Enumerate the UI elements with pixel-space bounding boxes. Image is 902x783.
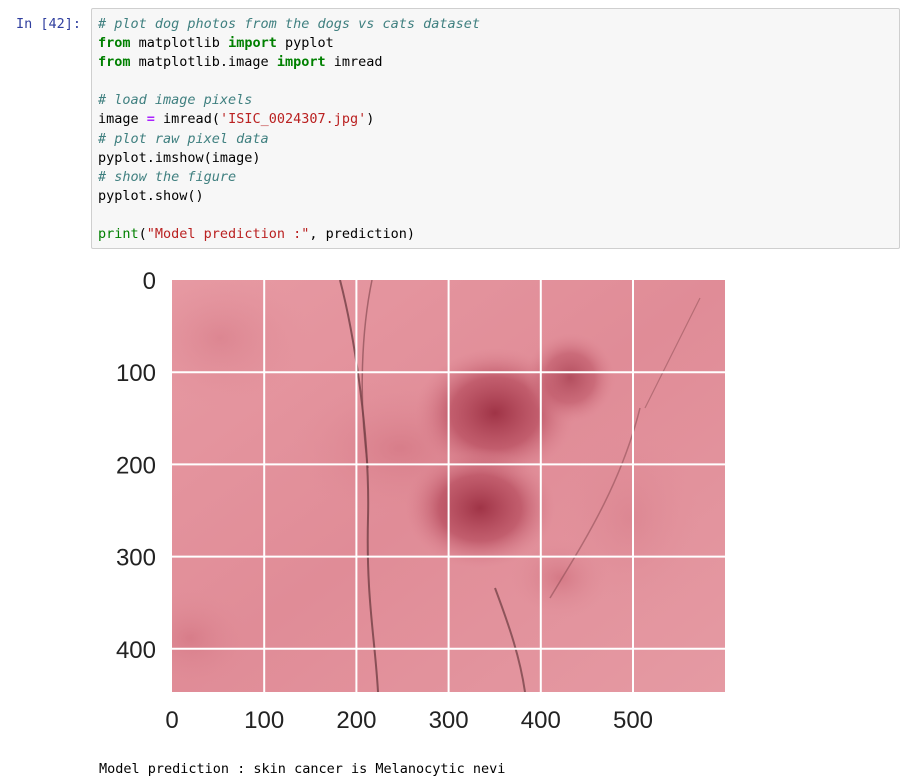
image-gridlines <box>172 280 725 692</box>
code-token: matplotlib.image <box>130 54 277 71</box>
code-line: from matplotlib import pyplot <box>98 34 480 53</box>
x-tick-label: 400 <box>521 707 561 734</box>
code-token: from <box>98 54 131 71</box>
matplotlib-figure: 0 100 200 300 400 500 0 100 200 300 400 <box>116 268 725 734</box>
code-token: pyplot <box>276 35 334 52</box>
cell-output-text: Model prediction : skin cancer is Melano… <box>99 761 506 777</box>
code-token: # plot raw pixel data <box>98 130 269 147</box>
code-token: import <box>276 54 326 71</box>
code-token: 'ISIC_0024307.jpg' <box>219 111 367 128</box>
code-token: import <box>228 35 277 52</box>
code-token: pyplot.show() <box>98 187 204 204</box>
y-axis-ticks: 0 100 200 300 400 <box>116 268 156 664</box>
code-line <box>98 72 480 91</box>
code-token: , prediction) <box>309 226 416 243</box>
code-line: pyplot.show() <box>98 187 480 206</box>
code-editor[interactable]: # plot dog photos from the dogs vs cats … <box>98 15 480 244</box>
y-tick-label: 100 <box>116 360 156 387</box>
code-line: # plot raw pixel data <box>98 130 480 149</box>
code-line: # load image pixels <box>98 91 480 110</box>
x-tick-label: 300 <box>429 707 469 734</box>
code-token: # show the figure <box>98 168 237 185</box>
y-tick-label: 0 <box>143 268 156 295</box>
cell-prompt: In [42]: <box>16 16 82 32</box>
code-line: image = imread('ISIC_0024307.jpg') <box>98 110 480 129</box>
y-tick-label: 200 <box>116 452 156 479</box>
code-line: pyplot.imshow(image) <box>98 149 480 168</box>
code-token: image <box>98 111 147 128</box>
x-tick-label: 100 <box>244 707 284 734</box>
code-token: print <box>98 226 139 243</box>
x-tick-label: 200 <box>336 707 376 734</box>
code-token: # plot dog photos from the dogs vs cats … <box>98 16 481 32</box>
code-line: # show the figure <box>98 168 480 187</box>
code-cell-input[interactable]: # plot dog photos from the dogs vs cats … <box>91 8 900 249</box>
code-line: from matplotlib.image import imread <box>98 53 480 72</box>
code-token: imread <box>325 54 383 71</box>
code-token: pyplot.imshow(image) <box>98 149 261 166</box>
y-tick-label: 300 <box>116 545 156 572</box>
y-tick-label: 400 <box>116 637 156 664</box>
code-token: from <box>98 35 131 52</box>
code-line: print("Model prediction :", prediction) <box>98 225 480 244</box>
code-token: imread( <box>154 111 220 128</box>
code-line: # plot dog photos from the dogs vs cats … <box>98 15 480 34</box>
code-token: matplotlib <box>130 35 229 52</box>
skin-lesion-image <box>172 280 725 692</box>
code-token: "Model prediction :" <box>146 226 310 243</box>
x-tick-label: 0 <box>165 707 178 734</box>
code-token: ) <box>366 111 375 128</box>
code-token: # load image pixels <box>98 92 253 109</box>
code-line <box>98 206 480 225</box>
x-tick-label: 500 <box>613 707 653 734</box>
x-axis-ticks: 0 100 200 300 400 500 <box>165 707 653 734</box>
code-token: ( <box>138 226 147 243</box>
code-token: = <box>146 111 155 128</box>
